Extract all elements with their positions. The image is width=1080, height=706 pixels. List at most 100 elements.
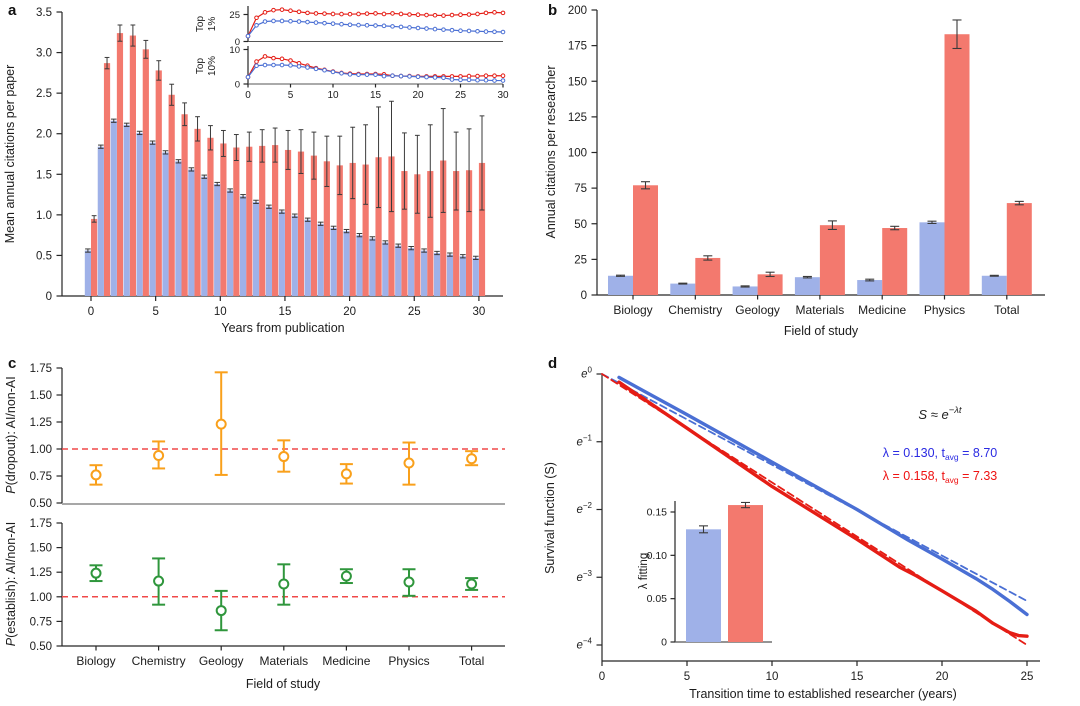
svg-text:1.25: 1.25 [30,417,52,429]
svg-text:Years from publication: Years from publication [221,321,344,335]
svg-text:1.25: 1.25 [30,567,52,579]
svg-text:5: 5 [684,671,690,683]
svg-text:Physics: Physics [924,303,965,317]
svg-text:Geology: Geology [199,654,244,668]
panel-c-dropout-establish-ratio-chart: 0.50 0.75 1.00 1.25 1.50 1.75 P(dropout): AI/n… [4,363,505,691]
svg-text:Top: Top [195,58,206,75]
svg-text:25: 25 [408,306,421,318]
svg-text:1.75: 1.75 [30,518,52,530]
svg-text:10: 10 [327,90,339,101]
svg-text:100: 100 [568,148,587,160]
svg-text:10: 10 [766,671,779,683]
svg-text:30: 30 [497,90,509,101]
svg-text:Transition time to established: Transition time to established researche… [689,687,957,701]
svg-text:2.0: 2.0 [36,129,52,141]
svg-text:1.75: 1.75 [30,363,52,375]
svg-text:15: 15 [279,306,292,318]
svg-text:50: 50 [574,219,587,231]
svg-text:1%: 1% [207,17,218,32]
svg-text:20: 20 [412,90,424,101]
svg-text:25: 25 [574,254,587,266]
svg-text:25: 25 [455,90,467,101]
svg-text:λ = 0.158, tavg = 7.33: λ = 0.158, tavg = 7.33 [883,469,998,485]
svg-text:5: 5 [288,90,294,101]
svg-text:0.50: 0.50 [30,498,52,510]
svg-text:S ≈ e−λt: S ≈ e−λt [918,405,961,422]
svg-text:0: 0 [235,80,240,91]
svg-text:λ fitting: λ fitting [638,553,650,589]
panel-letter-d: d [548,355,558,372]
svg-text:Biology: Biology [613,303,652,317]
svg-text:1.0: 1.0 [36,210,52,222]
svg-text:125: 125 [568,112,587,124]
svg-text:3.5: 3.5 [36,7,52,19]
svg-text:1.00: 1.00 [30,592,52,604]
svg-text:Total: Total [459,654,484,668]
svg-text:0.05: 0.05 [647,593,668,605]
svg-text:0.5: 0.5 [36,250,52,262]
svg-text:e−3: e−3 [576,569,592,584]
svg-text:2.5: 2.5 [36,88,52,100]
panel-b-citations-per-researcher-chart: 0 25 50 75 100 125 150 175 200 Biology Chemistry Ge… [544,5,1045,338]
svg-text:e−4: e−4 [576,637,592,652]
svg-text:175: 175 [568,41,587,53]
svg-text:25: 25 [1021,671,1034,683]
svg-text:15: 15 [370,90,382,101]
svg-text:5: 5 [152,306,158,318]
svg-text:30: 30 [473,306,486,318]
svg-text:Medicine: Medicine [858,303,906,317]
svg-text:25: 25 [229,10,240,21]
svg-text:Chemistry: Chemistry [132,654,186,668]
svg-text:0: 0 [661,637,667,649]
svg-text:Biology: Biology [76,654,115,668]
svg-text:e0: e0 [581,366,592,381]
svg-text:0: 0 [46,291,52,303]
svg-text:Total: Total [994,303,1019,317]
svg-text:0.75: 0.75 [30,616,52,628]
svg-text:75: 75 [574,183,587,195]
svg-text:P(dropout): AI/non-AI: P(dropout): AI/non-AI [4,376,18,493]
svg-text:150: 150 [568,76,587,88]
svg-text:Field of study: Field of study [246,677,321,691]
svg-text:Physics: Physics [388,654,429,668]
svg-text:1.50: 1.50 [30,543,52,555]
svg-text:0.50: 0.50 [30,641,52,653]
svg-text:Mean annual citations per pape: Mean annual citations per paper [3,65,17,244]
svg-text:10%: 10% [207,56,218,76]
svg-text:Chemistry: Chemistry [668,303,722,317]
svg-text:Materials: Materials [796,303,845,317]
svg-text:λ = 0.130, tavg = 8.70: λ = 0.130, tavg = 8.70 [883,446,998,462]
svg-text:0: 0 [88,306,94,318]
svg-text:1.5: 1.5 [36,169,52,181]
svg-text:Top: Top [195,16,206,33]
svg-text:Materials: Materials [259,654,308,668]
svg-text:0: 0 [245,90,251,101]
svg-text:0: 0 [235,37,240,48]
svg-text:Geology: Geology [735,303,780,317]
svg-text:Annual citations per researche: Annual citations per researcher [544,65,558,238]
svg-text:0: 0 [599,671,605,683]
panel-letter-c: c [8,355,17,372]
svg-text:0.75: 0.75 [30,471,52,483]
panel-letter-a: a [8,2,17,19]
svg-text:0.15: 0.15 [647,506,668,518]
svg-text:e−1: e−1 [576,433,592,448]
svg-text:e−2: e−2 [576,501,592,516]
svg-text:1.00: 1.00 [30,444,52,456]
panel-letter-b: b [548,2,558,19]
svg-text:20: 20 [936,671,949,683]
svg-text:10: 10 [229,45,240,56]
svg-text:20: 20 [343,306,356,318]
panel-a-citations-per-paper-chart: 0 0.5 1.0 1.5 2.0 2.5 3.0 3.5 0 5 10 15 20 25 30 Years … [3,6,509,335]
svg-text:15: 15 [851,671,864,683]
svg-text:Medicine: Medicine [322,654,370,668]
svg-text:Field of study: Field of study [784,324,859,338]
svg-text:0: 0 [581,290,587,302]
svg-text:0.10: 0.10 [647,550,668,562]
svg-text:1.50: 1.50 [30,390,52,402]
svg-text:10: 10 [214,306,227,318]
svg-text:P(establish): AI/non-AI: P(establish): AI/non-AI [4,522,18,646]
svg-text:3.0: 3.0 [36,48,52,60]
svg-text:Survival function (S): Survival function (S) [543,462,557,574]
